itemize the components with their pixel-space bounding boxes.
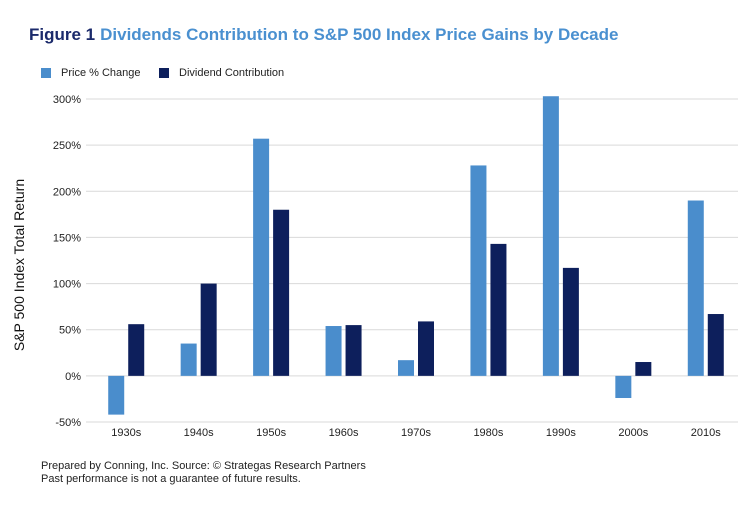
y-tick-labels: -50% 0% 50% 100% 150% 200% 250% 300% — [53, 94, 81, 429]
y-tick-label: -50% — [55, 417, 81, 429]
gridlines — [86, 98, 738, 423]
y-tick-label: 150% — [53, 232, 81, 244]
dividend-bar — [707, 314, 724, 376]
y-tick-label: 100% — [53, 279, 81, 291]
price-bar — [470, 165, 487, 376]
legend-swatch-dividend — [159, 68, 169, 78]
footnote-disclaimer: Past performance is not a guarantee of f… — [41, 473, 301, 485]
x-tick-label: 2000s — [618, 427, 648, 439]
dividend-bar — [490, 243, 507, 376]
legend-item-price: Price % Change — [41, 67, 141, 79]
x-tick-label: 1990s — [546, 427, 576, 439]
figure-number: Figure 1 — [29, 25, 96, 44]
x-tick-label: 1960s — [329, 427, 359, 439]
legend-item-dividend: Dividend Contribution — [159, 67, 284, 79]
price-bar — [687, 200, 704, 376]
dividend-bar — [418, 321, 434, 376]
legend-swatch-price — [41, 68, 51, 78]
price-bar — [325, 326, 342, 376]
dividend-bar — [273, 209, 290, 376]
price-bar — [108, 375, 125, 415]
price-bar — [542, 96, 559, 376]
chart-title: Figure 1 Dividends Contribution to S&P 50… — [29, 25, 618, 45]
dividend-bar — [128, 324, 145, 376]
x-tick-label: 1970s — [401, 427, 431, 439]
y-tick-label: 200% — [53, 186, 81, 198]
legend-label-price: Price % Change — [61, 67, 141, 79]
x-tick-labels: 1930s 1940s 1950s 1960s 1970s 1980s 1990s 2000s… — [111, 427, 721, 439]
y-tick-label: 250% — [53, 140, 81, 152]
y-tick-label: 50% — [59, 325, 81, 337]
price-bar — [615, 375, 632, 399]
x-tick-label: 1980s — [473, 427, 503, 439]
x-tick-label: 1940s — [184, 427, 214, 439]
legend-label-dividend: Dividend Contribution — [179, 67, 285, 79]
price-bar — [398, 360, 414, 376]
y-tick-label: 0% — [65, 371, 81, 383]
dividend-bar — [635, 362, 652, 376]
dividend-bar — [200, 283, 217, 376]
dividend-bar — [345, 325, 362, 376]
y-tick-label: 300% — [53, 94, 81, 106]
footnote-source: Prepared by Conning, Inc. Source: © Stra… — [41, 460, 366, 472]
bars — [108, 96, 724, 415]
price-bar — [253, 138, 270, 376]
x-tick-label: 1950s — [256, 427, 286, 439]
chart-title-text: Dividends Contribution to S&P 500 Index … — [100, 25, 619, 44]
dividend-bar — [562, 267, 579, 376]
price-bar — [180, 343, 197, 376]
x-tick-label: 2010s — [691, 427, 721, 439]
x-tick-label: 1930s — [111, 427, 141, 439]
